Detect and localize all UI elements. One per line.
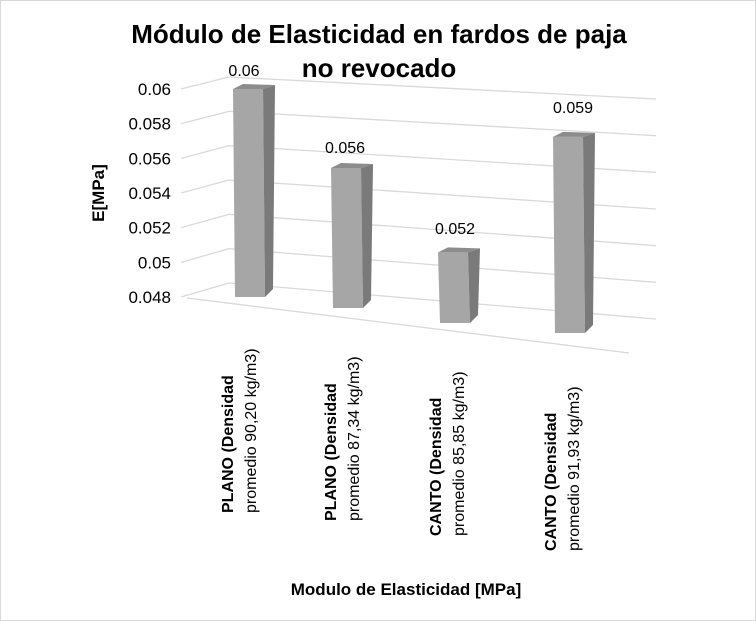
data-label: 0.059 xyxy=(553,100,593,117)
gridline-left xyxy=(180,76,230,90)
bar-front xyxy=(553,136,585,333)
bar-top xyxy=(438,247,480,253)
x-category-label: PLANO (Densidad promedio 87,34 kg/m3) xyxy=(323,356,363,521)
data-label: 0.056 xyxy=(325,140,365,157)
bar-side xyxy=(468,248,480,323)
x-category-label: PLANO (Densidad promedio 90,20 kg/m3) xyxy=(220,348,260,513)
y-tick-label: 0.06 xyxy=(138,80,171,99)
bar-side xyxy=(583,132,595,333)
gridline xyxy=(228,110,657,137)
gridline-left xyxy=(180,145,230,159)
y-tick-label: 0.05 xyxy=(138,253,171,272)
gridline-left xyxy=(180,110,230,125)
floor-edge xyxy=(186,297,630,354)
chart-title-line-1: Módulo de Elasticidad en fardos de paja xyxy=(131,19,627,49)
bar-front xyxy=(438,252,470,323)
bar-top xyxy=(553,131,595,137)
y-tick-label: 0.048 xyxy=(128,288,171,307)
y-axis-title: E[MPa] xyxy=(89,164,108,222)
y-tick-label: 0.052 xyxy=(128,219,171,238)
gridline-left xyxy=(180,248,230,263)
gridline-left xyxy=(180,213,230,229)
gridline-left xyxy=(180,282,230,298)
y-tick-label: 0.058 xyxy=(128,115,171,134)
gridline-left xyxy=(180,179,230,194)
x-axis-title: Modulo de Elasticidad [MPa] xyxy=(291,580,521,599)
x-category-label: CANTO (Densidad promedio 85,85 kg/m3) xyxy=(428,371,468,536)
data-label: 0.06 xyxy=(228,63,259,80)
bar-front xyxy=(233,89,265,297)
y-tick-label: 0.054 xyxy=(128,184,171,203)
y-tick-label: 0.056 xyxy=(128,149,171,168)
data-label: 0.052 xyxy=(435,221,475,238)
bar-top xyxy=(233,84,275,89)
bar-top xyxy=(331,163,373,168)
bar-side xyxy=(361,164,373,308)
chart-title-line-2: no revocado xyxy=(301,53,457,83)
bar-front xyxy=(331,168,363,308)
bar-side xyxy=(263,85,275,297)
gridline xyxy=(228,76,657,100)
x-category-label: CANTO (Densidad promedio 91,93 kg/m3) xyxy=(543,386,583,551)
chart-title: Módulo de Elasticidad en fardos de paja … xyxy=(1,17,755,85)
